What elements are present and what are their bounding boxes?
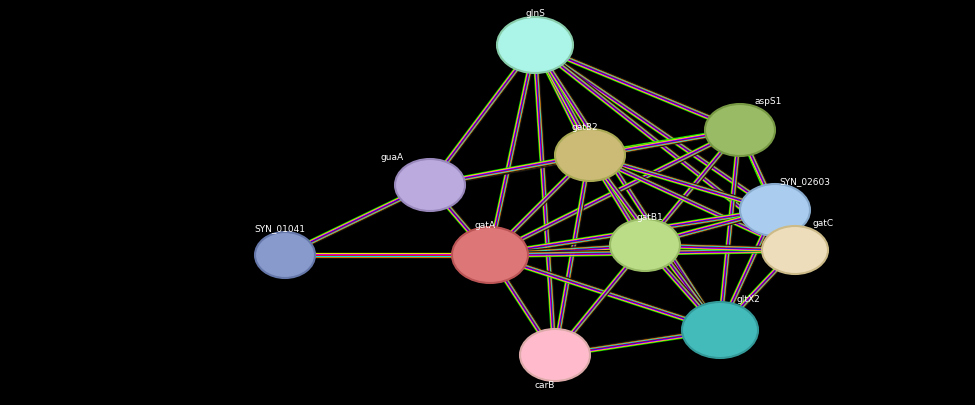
Text: gatC: gatC bbox=[812, 220, 834, 228]
Ellipse shape bbox=[255, 232, 315, 278]
Ellipse shape bbox=[452, 227, 528, 283]
Ellipse shape bbox=[762, 226, 828, 274]
Text: gatB2: gatB2 bbox=[571, 122, 599, 132]
Ellipse shape bbox=[520, 329, 590, 381]
Text: aspS1: aspS1 bbox=[755, 98, 782, 107]
Ellipse shape bbox=[610, 219, 680, 271]
Text: glnS: glnS bbox=[526, 9, 545, 17]
Text: carB: carB bbox=[535, 381, 555, 390]
Text: gatA: gatA bbox=[475, 220, 495, 230]
Ellipse shape bbox=[705, 104, 775, 156]
Text: gltX2: gltX2 bbox=[736, 296, 760, 305]
Ellipse shape bbox=[497, 17, 573, 73]
Ellipse shape bbox=[682, 302, 758, 358]
Text: SYN_02603: SYN_02603 bbox=[779, 177, 831, 186]
Text: SYN_01041: SYN_01041 bbox=[254, 224, 305, 234]
Ellipse shape bbox=[555, 129, 625, 181]
Text: guaA: guaA bbox=[380, 153, 404, 162]
Ellipse shape bbox=[395, 159, 465, 211]
Text: gatB1: gatB1 bbox=[637, 213, 663, 222]
Ellipse shape bbox=[740, 184, 810, 236]
